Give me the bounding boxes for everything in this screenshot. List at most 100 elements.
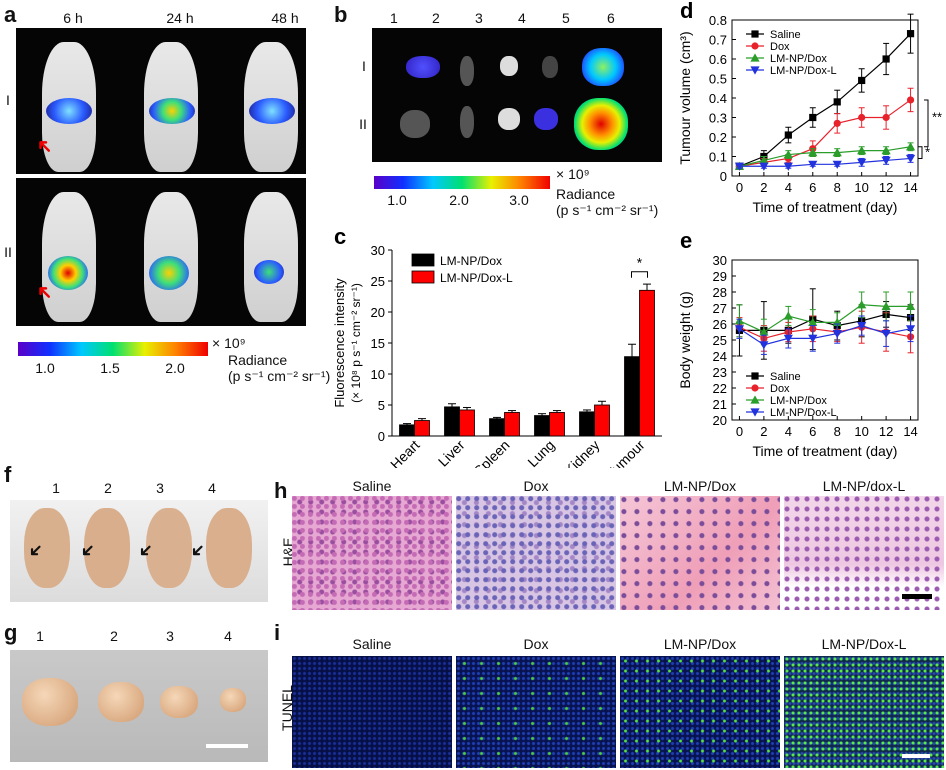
category-label: Lung (524, 437, 557, 468)
category-label: Liver (435, 437, 468, 468)
y-tick-label: 21 (713, 397, 727, 412)
significance-marker: * (925, 145, 930, 160)
x-tick-label: 2 (760, 180, 767, 195)
imaging-row-II: ➜ (16, 178, 306, 326)
data-point (808, 160, 818, 169)
tunel-saline-image (292, 656, 452, 768)
y-tick-label: 0.4 (709, 91, 727, 106)
data-point (783, 311, 793, 320)
colorbar-a-multiplier: × 10⁹ (212, 335, 246, 351)
y-tick-label: 0.8 (709, 13, 727, 28)
organ-spleen (460, 56, 474, 86)
significance-marker: ** (932, 109, 942, 124)
bar (639, 289, 655, 437)
colorbar-a-tick: 1.0 (35, 360, 55, 376)
i-col-title: Dox (523, 636, 549, 652)
bar (444, 406, 460, 437)
y-tick-label: 20 (371, 305, 385, 320)
data-point (905, 325, 916, 334)
data-point (784, 131, 792, 139)
colorbar-a (18, 342, 208, 356)
panel-label-b: b (334, 2, 348, 27)
h-col-title: LM-NP/Dox (663, 478, 737, 494)
tumour-number: 3 (166, 628, 174, 644)
data-point (832, 148, 842, 157)
data-point (906, 96, 915, 104)
colorbar-b-tick: 3.0 (509, 192, 529, 208)
mouse-number: 3 (156, 480, 164, 496)
x-axis-label: Time of treatment (day) (753, 443, 898, 459)
legend-marker (750, 408, 760, 417)
organ-col-2: 2 (432, 10, 440, 26)
data-point (881, 146, 891, 155)
y-tick-label: 24 (713, 349, 727, 364)
colorbar-a-tick: 2.0 (165, 360, 185, 376)
data-point (759, 162, 769, 171)
data-point (759, 327, 769, 336)
bar (459, 409, 475, 437)
legend-label: Saline (770, 371, 801, 383)
organ-col-3: 3 (475, 10, 483, 26)
organ-tumour (582, 48, 624, 86)
organ-liver (406, 56, 440, 78)
organ-spleen (460, 106, 474, 138)
y-tick-label: 0 (378, 429, 385, 444)
y-tick-label: 25 (371, 274, 385, 289)
bar (624, 356, 640, 437)
mouse-number: 4 (208, 480, 216, 496)
legend-marker (750, 53, 760, 62)
y-tick-label: 30 (371, 243, 385, 258)
data-point (783, 149, 793, 159)
panel-label-i: i (274, 620, 281, 645)
scale-bar (206, 744, 248, 748)
y-tick-label: 23 (713, 365, 727, 380)
data-point (759, 155, 769, 164)
organ-col-5: 5 (562, 10, 570, 26)
significance-bracket (631, 271, 648, 278)
colorbar-b-tick: 2.0 (449, 192, 469, 208)
h-col-title: Saline (352, 478, 392, 494)
x-tick-label: 8 (834, 424, 841, 439)
signal-blob (48, 256, 88, 290)
legend-label: Dox (770, 41, 790, 53)
colorbar-b-tick: 1.0 (387, 192, 407, 208)
bar (414, 420, 430, 437)
panel-label-d: d (680, 0, 693, 23)
mice-photo: ➜ ➜ ➜ ➜ (10, 500, 268, 602)
y-tick-label: 20 (713, 413, 727, 428)
scale-bar (902, 594, 932, 599)
tumour-3 (160, 686, 198, 718)
data-point (905, 301, 916, 310)
category-label: Tumour (603, 437, 648, 468)
tumour-4 (220, 688, 246, 712)
data-point (734, 325, 745, 334)
x-tick-label: 0 (736, 424, 743, 439)
he-lmnp-dox-l-image (784, 496, 944, 610)
organ-col-4: 4 (518, 10, 526, 26)
y-tick-label: 0.5 (709, 72, 727, 87)
y-tick-label: 10 (371, 367, 385, 382)
x-tick-label: 12 (879, 180, 893, 195)
data-point (881, 330, 891, 339)
x-tick-label: 8 (834, 180, 841, 195)
organ-col-1: 1 (390, 10, 398, 26)
data-point (833, 119, 841, 127)
significance-marker: * (637, 255, 643, 271)
data-point (881, 156, 891, 165)
x-tick-label: 6 (809, 424, 816, 439)
signal-blob (254, 260, 284, 284)
legend-marker (751, 384, 759, 392)
panel-label-g: g (4, 620, 18, 645)
i-col-title: LM-NP/Dox-L (821, 636, 907, 652)
x-tick-label: 12 (879, 424, 893, 439)
x-tick-label: 10 (854, 180, 868, 195)
mouse-photo (146, 508, 192, 588)
bar (534, 415, 550, 437)
organ-heart (400, 110, 430, 138)
category-label: Heart (387, 437, 423, 468)
y-tick-label: 0 (720, 169, 727, 184)
organ-imaging-panel (372, 28, 662, 162)
x-tick-label: 14 (903, 424, 917, 439)
y-tick-label: 22 (713, 381, 727, 396)
data-point (857, 158, 867, 167)
